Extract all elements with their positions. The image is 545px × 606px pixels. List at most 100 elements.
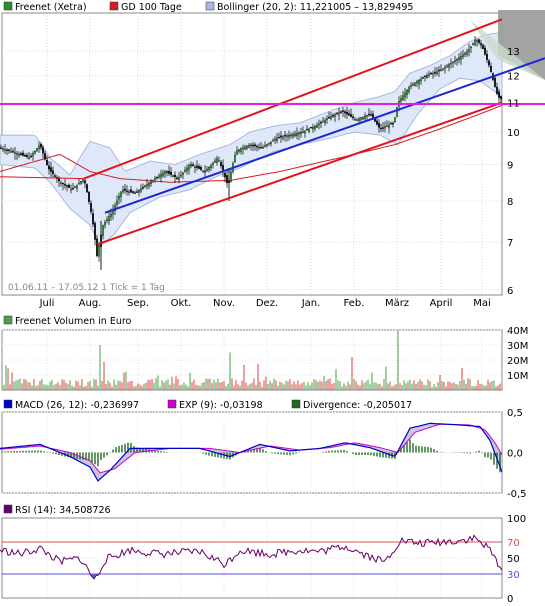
candle-body [362,116,364,120]
candle-body [452,61,454,64]
candle-body [448,64,450,68]
x-label-feb: Feb. [344,298,365,309]
candle-body [336,112,338,114]
candle-body [102,224,104,236]
candle-body [158,175,160,179]
candle-body [134,192,136,194]
candle-body [270,141,272,144]
candle-body [466,51,468,55]
candle-body [8,149,10,151]
price-legend-label-2: Bollinger (20, 2): 11,221005 – 13,829495 [217,2,413,13]
trend-mid-line [104,57,545,214]
candle-body [350,114,352,117]
candle-body [242,147,244,150]
candle-body [256,145,258,148]
candle-body [18,153,20,156]
candle-body [296,133,298,136]
candle-body [434,71,436,74]
candle-body [500,96,502,100]
candle-body [424,75,426,78]
price-y-tick-6: 12 [507,72,520,83]
candle-body [348,113,350,116]
candle-body [118,196,120,200]
candle-body [298,132,300,135]
candle-body [90,203,92,212]
candle-body [366,115,368,117]
candle-body [334,114,336,117]
signal-line [0,423,503,474]
candle-body [48,165,50,170]
macd-legend-swatch-1 [167,399,177,409]
candle-body [128,191,130,193]
candle-body [160,174,162,178]
candle-body [330,116,332,119]
candle-body [152,179,154,183]
candle-body [396,107,398,117]
candles-group [0,35,502,270]
candle-body [104,222,106,226]
candle-body [464,53,466,55]
candle-body [22,152,24,156]
candle-body [338,112,340,115]
candle-body [84,180,86,184]
candle-body [216,158,218,163]
candle-body [254,144,256,147]
candle-body [416,81,418,84]
rsi-y-tick-3: 70 [507,538,520,549]
candle-body [206,169,208,172]
trend-channel-upper [83,18,503,180]
candle-body [402,95,404,101]
candle-body [78,182,80,185]
price-y-tick-7: 13 [507,47,520,58]
candle-body [4,149,6,151]
candle-body [76,184,78,189]
price-y-tick-5: 11 [507,99,520,110]
candle-body [82,179,84,182]
candle-body [478,39,480,43]
candle-body [144,185,146,188]
candle-body [456,58,458,61]
candle-body [432,72,434,75]
candle-body [498,91,500,98]
candle-body [174,174,176,178]
volume-y-tick-3: 40M [507,326,528,337]
candle-body [400,98,402,102]
candle-body [62,182,64,185]
candle-body [50,167,52,172]
candle-body [234,155,236,163]
candle-body [460,55,462,60]
x-label-jan: Jan. [301,298,321,309]
candle-body [110,213,112,217]
candle-body [150,181,152,185]
candle-body [116,200,118,205]
candle-body [474,40,476,46]
candle-body [182,172,184,175]
candle-body [418,80,420,84]
candle-body [286,135,288,137]
volume-bars [1,330,501,390]
candle-body [248,144,250,148]
macd-y-tick-1: 0,0 [507,449,523,460]
candle-body [408,87,410,92]
candle-body [14,152,16,154]
candle-body [484,47,486,55]
rsi-y-tick-0: 0 [507,594,513,605]
candle-body [86,184,88,193]
candle-body [394,117,396,122]
candle-body [358,118,360,121]
price-y-tick-2: 8 [507,197,513,208]
candle-body [74,186,76,188]
candle-body [384,126,386,129]
candle-body [318,123,320,126]
candle-body [170,171,172,175]
candle-body [30,155,32,158]
candle-body [132,191,134,193]
price-legend-label-1: GD 100 Tage [121,2,182,13]
candle-body [386,125,388,128]
candle-body [278,137,280,139]
candle-body [212,162,214,165]
candle-body [106,219,108,221]
candle-body [220,161,222,167]
candle-body [290,134,292,137]
volume-title: Freenet Volumen in Euro [15,316,132,327]
